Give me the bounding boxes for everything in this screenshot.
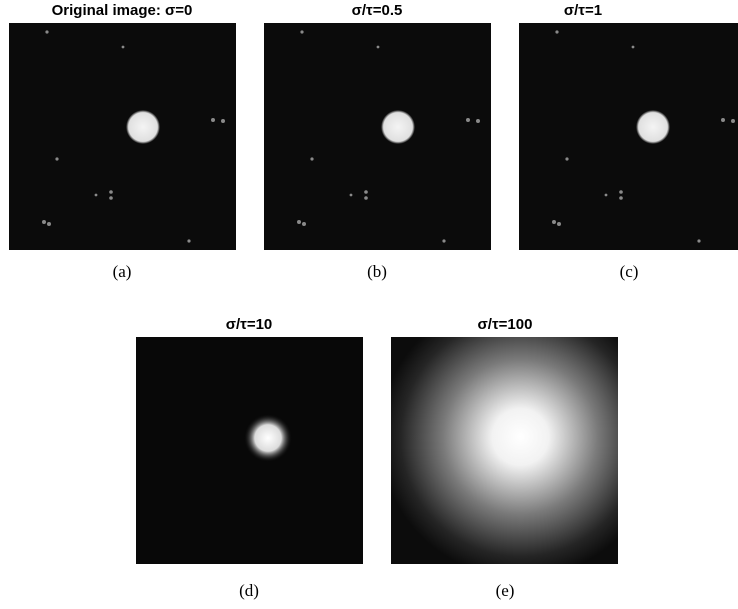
image: [9, 23, 236, 250]
figure: Original image: σ=0 (a) σ/τ=0.5 (b) σ/τ=…: [0, 0, 738, 609]
panel-e: σ/τ=100 (e): [391, 316, 618, 600]
image: [391, 337, 618, 564]
image-blob: [244, 414, 292, 462]
panel-caption: (e): [496, 581, 515, 600]
image: [519, 23, 738, 250]
panel-b: σ/τ=0.5 (b): [264, 2, 491, 281]
panel-title: σ/τ=0.5: [352, 2, 403, 19]
panel-title: σ/τ=1: [564, 2, 602, 19]
page: Original image: σ=0 (a) σ/τ=0.5 (b) σ/τ=…: [0, 0, 738, 609]
panel-title: σ/τ=10: [226, 316, 273, 333]
panel-caption: (c): [620, 262, 639, 281]
panel-a: Original image: σ=0 (a): [9, 2, 236, 281]
panel-title: Original image: σ=0: [52, 2, 193, 19]
panel-title: σ/τ=100: [478, 316, 533, 333]
panel-d: σ/τ=10 (d): [136, 316, 363, 600]
image: [264, 23, 491, 250]
panel-caption: (a): [113, 262, 132, 281]
panel-caption: (b): [367, 262, 387, 281]
panel-c: σ/τ=1 (c): [519, 2, 738, 281]
panel-caption: (d): [239, 581, 259, 600]
